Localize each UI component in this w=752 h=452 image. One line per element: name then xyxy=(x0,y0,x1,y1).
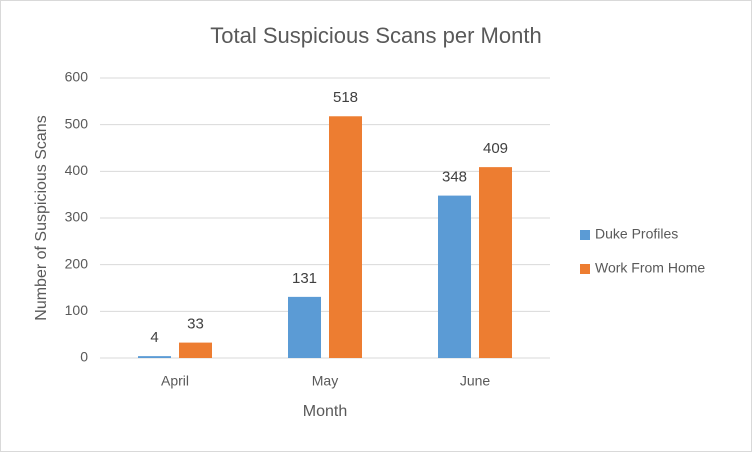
y-axis-label: Number of Suspicious Scans xyxy=(33,115,50,320)
legend-label: Work From Home xyxy=(595,260,705,276)
y-tick-label: 100 xyxy=(65,302,89,318)
data-label: 131 xyxy=(292,270,317,287)
legend-label: Duke Profiles xyxy=(595,226,678,242)
bar xyxy=(438,195,471,358)
data-label: 518 xyxy=(333,89,358,106)
data-label: 4 xyxy=(150,329,158,346)
y-tick-label: 600 xyxy=(65,69,89,85)
bar xyxy=(179,342,212,358)
y-tick-label: 0 xyxy=(80,349,88,365)
y-tick-label: 300 xyxy=(65,209,89,225)
bar xyxy=(479,167,512,358)
data-label: 33 xyxy=(187,316,204,333)
chart-title: Total Suspicious Scans per Month xyxy=(210,23,541,48)
y-tick-label: 500 xyxy=(65,115,89,131)
x-tick-label: June xyxy=(460,373,491,389)
x-tick-label: April xyxy=(161,373,189,389)
y-tick-label: 400 xyxy=(65,162,89,178)
data-label: 348 xyxy=(442,169,467,186)
legend-swatch xyxy=(580,230,590,240)
data-label: 409 xyxy=(483,140,508,157)
x-tick-label: May xyxy=(312,373,338,389)
legend-swatch xyxy=(580,264,590,274)
bar xyxy=(329,116,362,359)
bar xyxy=(138,356,171,358)
bar xyxy=(288,296,321,358)
y-tick-label: 200 xyxy=(65,255,89,271)
x-axis-label: Month xyxy=(303,403,347,420)
